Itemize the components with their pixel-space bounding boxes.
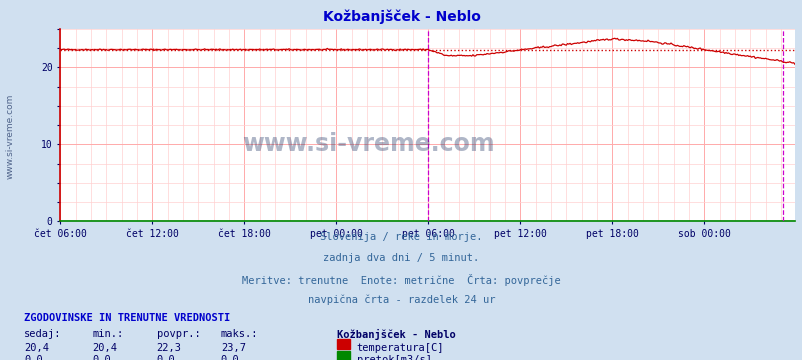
Text: sedaj:: sedaj: — [24, 329, 62, 339]
Text: maks.:: maks.: — [221, 329, 258, 339]
Text: 0,0: 0,0 — [221, 355, 239, 360]
Text: 0,0: 0,0 — [92, 355, 111, 360]
Text: zadnja dva dni / 5 minut.: zadnja dva dni / 5 minut. — [323, 253, 479, 263]
Text: Kožbanjšček - Neblo: Kožbanjšček - Neblo — [322, 9, 480, 23]
Text: min.:: min.: — [92, 329, 124, 339]
Text: 0,0: 0,0 — [24, 355, 43, 360]
Text: navpična črta - razdelek 24 ur: navpična črta - razdelek 24 ur — [307, 295, 495, 305]
Text: Kožbanjšček - Neblo: Kožbanjšček - Neblo — [337, 329, 456, 341]
Text: 20,4: 20,4 — [92, 343, 117, 353]
Text: 22,3: 22,3 — [156, 343, 181, 353]
Text: temperatura[C]: temperatura[C] — [356, 343, 444, 353]
Text: povpr.:: povpr.: — [156, 329, 200, 339]
Text: 0,0: 0,0 — [156, 355, 175, 360]
Text: www.si-vreme.com: www.si-vreme.com — [242, 132, 495, 156]
Text: www.si-vreme.com: www.si-vreme.com — [5, 94, 14, 180]
Text: 20,4: 20,4 — [24, 343, 49, 353]
Text: ZGODOVINSKE IN TRENUTNE VREDNOSTI: ZGODOVINSKE IN TRENUTNE VREDNOSTI — [24, 313, 230, 323]
Text: pretok[m3/s]: pretok[m3/s] — [356, 355, 431, 360]
Text: Slovenija / reke in morje.: Slovenija / reke in morje. — [320, 232, 482, 242]
Text: 23,7: 23,7 — [221, 343, 245, 353]
Text: Meritve: trenutne  Enote: metrične  Črta: povprečje: Meritve: trenutne Enote: metrične Črta: … — [242, 274, 560, 286]
